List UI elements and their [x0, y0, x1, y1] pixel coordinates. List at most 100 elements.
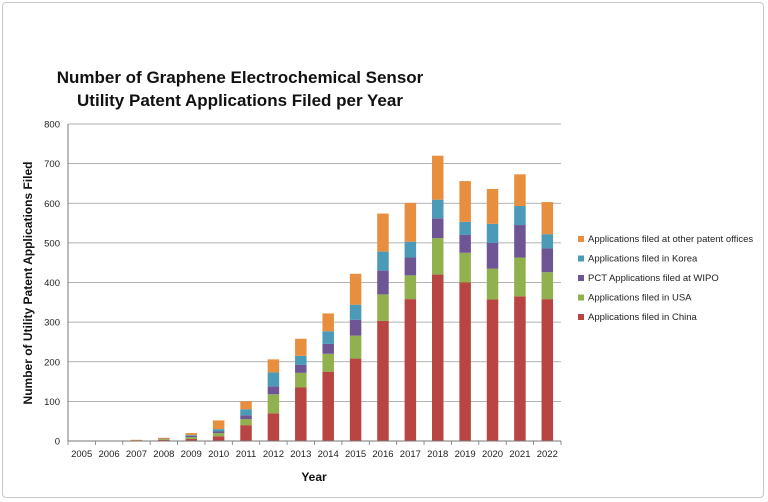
- bar-segment: [349, 273, 362, 305]
- bar-segment: [404, 202, 417, 242]
- bar-segment: [541, 299, 554, 441]
- bar-segment: [431, 238, 444, 275]
- bar-segment: [349, 304, 362, 320]
- bar-segment: [212, 431, 225, 434]
- bar-segment: [377, 251, 389, 271]
- legend-label: PCT Applications filed at WIPO: [588, 273, 719, 284]
- bar-segment: [212, 429, 225, 432]
- x-tick-label: 2022: [537, 449, 558, 460]
- legend-swatch: [578, 275, 584, 281]
- legend-label: Applications filed at other patent offic…: [588, 234, 753, 245]
- legend: Applications filed at other patent offic…: [578, 234, 753, 323]
- bar-segment: [514, 257, 526, 297]
- bar-segment: [295, 387, 307, 441]
- bars: [75, 155, 554, 441]
- bar-segment: [377, 294, 389, 321]
- bar-segment: [459, 181, 471, 222]
- bar-segment: [404, 241, 417, 258]
- y-tick-label: 300: [44, 318, 60, 329]
- axes: [67, 124, 562, 445]
- bar-segment: [459, 252, 471, 283]
- bar-segment: [322, 331, 334, 344]
- bar-segment: [431, 274, 444, 441]
- bar-segment: [185, 439, 198, 441]
- chart-title: Number of Graphene Electrochemical Senso…: [56, 68, 424, 110]
- x-tick-label: 2010: [208, 449, 229, 460]
- bar-segment: [267, 359, 280, 373]
- y-tick-label: 0: [55, 437, 60, 448]
- x-axis-title: Year: [301, 470, 327, 484]
- bar-segment: [295, 338, 307, 356]
- bar-segment: [486, 268, 499, 300]
- bar-segment: [541, 234, 554, 249]
- legend-swatch: [578, 314, 584, 320]
- bar-segment: [377, 320, 389, 441]
- gridlines: [68, 123, 561, 442]
- bar-segment: [158, 439, 170, 440]
- bar-segment: [185, 433, 198, 436]
- bar-segment: [377, 270, 389, 295]
- x-tick-label: 2008: [153, 449, 174, 460]
- bar-segment: [322, 313, 334, 332]
- x-tick-label: 2015: [345, 449, 366, 460]
- bar-segment: [541, 202, 554, 235]
- y-tick-label: 100: [44, 397, 60, 408]
- bar-segment: [486, 242, 499, 269]
- legend-label: Applications filed in USA: [588, 293, 692, 304]
- bar-segment: [459, 221, 471, 235]
- bar-segment: [158, 437, 170, 439]
- x-tick-label: 2011: [236, 449, 256, 460]
- bar-segment: [212, 420, 225, 430]
- bar-segment: [240, 415, 252, 420]
- y-tick-label: 400: [44, 278, 60, 289]
- bar-segment: [295, 372, 307, 388]
- legend-label: Applications filed in China: [588, 312, 698, 323]
- x-tick-label: 2020: [482, 449, 503, 460]
- bar-segment: [267, 413, 280, 441]
- bar-segment: [404, 275, 417, 300]
- x-tick-label: 2007: [126, 449, 147, 460]
- bar-segment: [185, 435, 198, 436]
- bar-segment: [267, 372, 280, 387]
- legend-swatch: [578, 294, 584, 301]
- bar-segment: [267, 394, 280, 414]
- bar-segment: [240, 419, 252, 426]
- x-tick-label: 2005: [71, 449, 92, 460]
- bar-segment: [459, 234, 471, 253]
- bar-segment: [185, 435, 198, 438]
- bar-segment: [514, 206, 526, 226]
- legend-swatch: [578, 236, 584, 242]
- x-tick-labels: 2005 2006 2007 2008 2009 2010 2011 2012 2013 2014…: [71, 449, 558, 460]
- bar-segment: [212, 436, 225, 441]
- bar-segment: [349, 335, 362, 359]
- y-tick-label: 600: [44, 199, 60, 210]
- bar-segment: [459, 282, 471, 441]
- bar-segment: [431, 155, 444, 200]
- bar-segment: [514, 296, 526, 441]
- bar-segment: [185, 437, 198, 440]
- bar-segment: [486, 223, 499, 243]
- legend-label: Applications filed in Korea: [588, 254, 698, 265]
- bar-segment: [514, 174, 526, 207]
- bar-segment: [404, 257, 417, 276]
- y-tick-label: 500: [44, 238, 60, 249]
- x-tick-label: 2017: [400, 449, 421, 460]
- bar-segment: [431, 199, 444, 219]
- bar-segment: [322, 371, 334, 441]
- bar-segment: [295, 355, 307, 365]
- bar-segment: [240, 409, 252, 416]
- y-tick-label: 800: [44, 120, 60, 131]
- bar-segment: [486, 299, 499, 441]
- bar-segment: [322, 353, 334, 372]
- x-tick-label: 2012: [263, 449, 284, 460]
- y-axis-title: Number of Utility Patent Applications Fi…: [21, 162, 35, 405]
- x-tick-label: 2016: [372, 449, 393, 460]
- x-tick-label: 2019: [455, 449, 476, 460]
- bar-segment: [295, 364, 307, 373]
- bar-segment: [349, 358, 362, 441]
- bar-segment: [404, 299, 417, 441]
- bar-segment: [267, 386, 280, 395]
- bar-segment: [240, 401, 252, 410]
- bar-segment: [431, 218, 444, 239]
